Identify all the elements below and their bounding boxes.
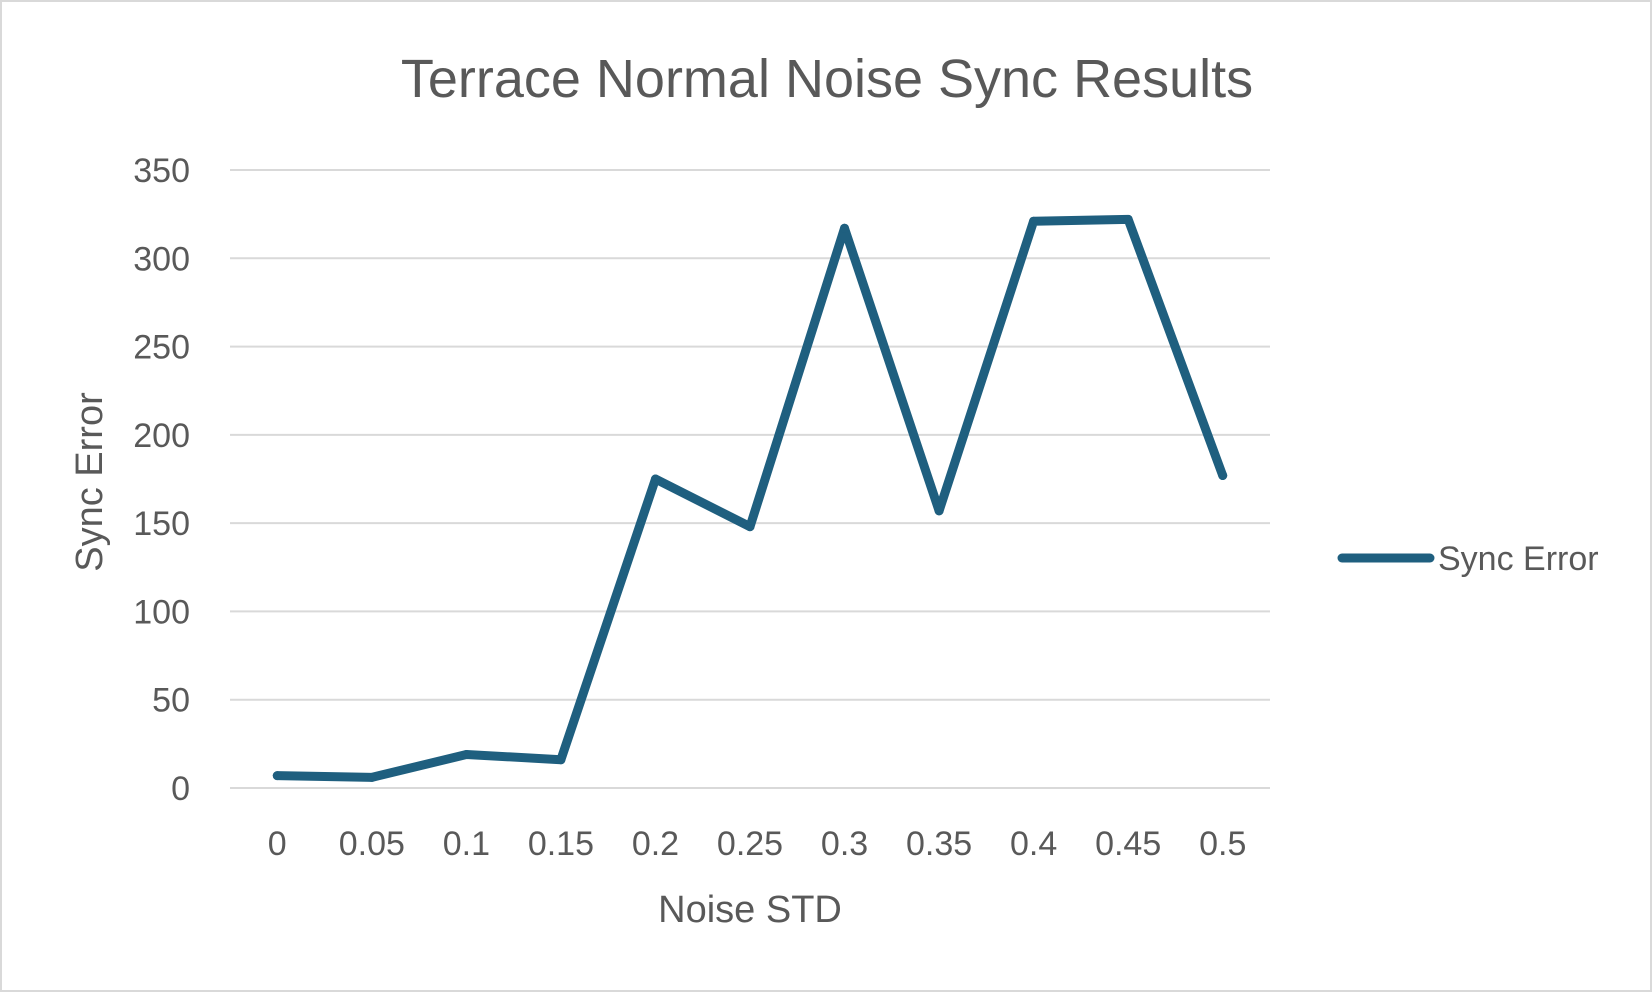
y-tick-label: 300 xyxy=(133,240,190,278)
series-line-sync-error xyxy=(272,214,1228,782)
y-axis-tick-labels: 0 50 100 150 200 250 300 350 xyxy=(133,152,190,808)
data-point xyxy=(1218,470,1228,480)
x-tick-label: 0.05 xyxy=(339,825,405,863)
data-point xyxy=(840,223,850,233)
data-point xyxy=(367,772,377,782)
legend-label-sync-error: Sync Error xyxy=(1438,540,1599,578)
chart-title: Terrace Normal Noise Sync Results xyxy=(401,49,1253,109)
x-tick-label: 0.45 xyxy=(1095,825,1161,863)
y-tick-label: 150 xyxy=(133,505,190,543)
data-point xyxy=(272,771,282,781)
y-tick-label: 50 xyxy=(152,682,190,720)
x-tick-label: 0.25 xyxy=(717,825,783,863)
x-tick-label: 0.1 xyxy=(443,825,490,863)
legend: Sync Error xyxy=(1337,540,1599,578)
data-point xyxy=(745,522,755,532)
y-tick-label: 250 xyxy=(133,329,190,367)
gridlines xyxy=(230,169,1270,789)
x-tick-label: 0.35 xyxy=(906,825,972,863)
x-tick-label: 0 xyxy=(268,825,287,863)
y-tick-label: 350 xyxy=(133,152,190,190)
data-point xyxy=(1123,214,1133,224)
x-tick-label: 0.2 xyxy=(632,825,679,863)
y-tick-label: 100 xyxy=(133,593,190,631)
x-tick-label: 0.5 xyxy=(1199,825,1246,863)
data-point xyxy=(650,474,660,484)
x-tick-label: 0.4 xyxy=(1010,825,1057,863)
data-point xyxy=(461,749,471,759)
data-point xyxy=(934,506,944,516)
y-axis-title: Sync Error xyxy=(69,392,111,572)
y-tick-label: 0 xyxy=(171,770,190,808)
x-axis-tick-labels: 0 0.05 0.1 0.15 0.2 0.25 0.3 0.35 0.4 0.45 0.5 xyxy=(268,825,1247,863)
series-layer xyxy=(272,214,1228,782)
data-point xyxy=(556,755,566,765)
x-tick-label: 0.15 xyxy=(528,825,594,863)
y-tick-label: 200 xyxy=(133,417,190,455)
data-point xyxy=(1029,216,1039,226)
x-tick-label: 0.3 xyxy=(821,825,868,863)
x-axis-title: Noise STD xyxy=(658,889,842,931)
